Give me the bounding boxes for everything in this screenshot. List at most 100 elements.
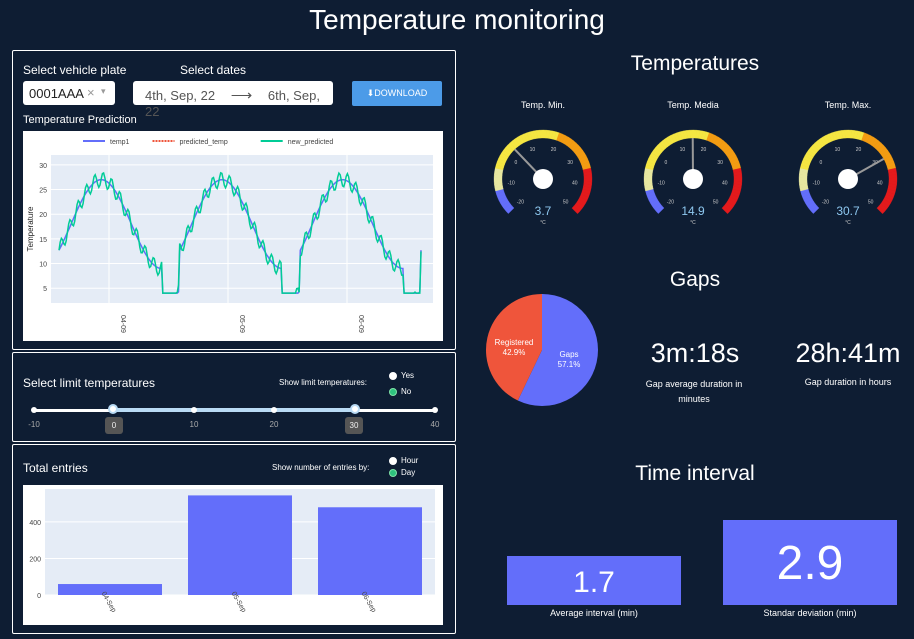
bar — [318, 507, 422, 595]
gauge-arc — [798, 177, 808, 182]
prediction-chart[interactable]: temp1 predicted_temp new_predicted 30 25 20 15… — [23, 131, 443, 341]
gauge-label: Temp. Media — [667, 100, 719, 110]
slider-mark — [432, 407, 438, 413]
vehicle-select[interactable]: 0001AAA × ▾ — [23, 81, 115, 105]
clear-icon[interactable]: × — [87, 85, 95, 100]
gauge-tick-label: 50 — [868, 200, 874, 206]
prediction-plot[interactable]: temp1 predicted_temp new_predicted 30 25 20 15… — [23, 131, 443, 341]
gauge-unit: °C — [690, 220, 696, 226]
gauge-unit: °C — [540, 220, 546, 226]
slider-handle-low[interactable] — [108, 404, 118, 414]
gauge-tick-label: 30 — [567, 160, 573, 166]
radio-hour-icon[interactable] — [389, 456, 397, 465]
start-date-input[interactable]: 4th, Sep, 22 — [145, 88, 216, 103]
y-axis-label: Temperature — [26, 206, 35, 251]
temperatures-title: Temperatures — [630, 52, 760, 75]
gauge-label: Temp. Min. — [521, 100, 565, 110]
gauge-value: 3.7 — [535, 204, 552, 218]
y-tick-label: 0 — [37, 593, 41, 600]
show-entries-label: Show number of entries by: — [272, 463, 370, 472]
arrow-right-icon: ⟶ — [230, 87, 253, 104]
limits-radio-no[interactable]: No — [389, 386, 411, 396]
legend-item: predicted_temp — [180, 139, 228, 146]
entries-chart[interactable]: 400 200 0 04-Sep 05-Sep 06-Sep — [23, 485, 443, 625]
bar — [58, 584, 162, 595]
gaps-title: Gaps — [669, 268, 721, 291]
limits-card: Select limit temperatures Show limit tem… — [12, 352, 456, 442]
gauge-arc — [643, 177, 653, 182]
gauge-arc — [539, 129, 544, 139]
gauge-tick-label: 20 — [701, 147, 707, 153]
interval-title: Time interval — [635, 462, 755, 485]
entries-radio-hour[interactable]: Hour — [389, 455, 418, 465]
gauge-arc — [583, 174, 593, 179]
gauge-tick-label: 10 — [530, 147, 536, 153]
y-tick-label: 25 — [39, 188, 47, 195]
gap-total-value: 28h:41m — [795, 338, 901, 368]
gauge-tick-label: 50 — [713, 200, 719, 206]
radio-day-label: Day — [401, 468, 416, 477]
pie-label-registered: Registered — [495, 338, 534, 347]
gauge-tick-label: -20 — [517, 200, 524, 206]
slider-mark — [191, 407, 197, 413]
slider-handle-high[interactable] — [350, 404, 360, 414]
gauge-tick-label: 10 — [680, 147, 686, 153]
std-deviation-box: 2.9 — [723, 520, 897, 605]
gap-total-caption: Gap duration in hours — [804, 377, 892, 387]
limits-radio-yes[interactable]: Yes — [389, 370, 414, 380]
gap-average-value: 3m:18s — [650, 338, 740, 368]
y-tick-label: 15 — [39, 237, 47, 244]
gauge-hub — [683, 169, 703, 189]
download-button[interactable]: ⬇DOWNLOAD — [352, 81, 442, 106]
x-tick-label: 04-09 — [119, 315, 126, 333]
new-predicted-series — [58, 171, 422, 294]
gauge-tick-label: -10 — [813, 181, 820, 187]
vehicle-label: Select vehicle plate — [23, 63, 127, 77]
gauge-tick-label: 20 — [551, 147, 557, 153]
slider-range — [113, 408, 355, 412]
gauge-value: 14.9 — [681, 204, 705, 218]
gauge-tick-label: 50 — [563, 200, 569, 206]
bar — [188, 495, 292, 595]
slider-tick: 40 — [430, 420, 440, 429]
gauge-arc — [721, 205, 731, 214]
radio-day-icon[interactable] — [389, 468, 397, 477]
pie-value-gaps: 57.1% — [558, 360, 581, 369]
chevron-down-icon[interactable]: ▾ — [101, 86, 106, 96]
gauge-arc — [876, 205, 886, 214]
gauge-arc — [571, 205, 581, 214]
gauge-hub — [838, 169, 858, 189]
slider-tick: 10 — [189, 420, 199, 429]
gauge-tick-label: -10 — [508, 181, 515, 187]
date-range-picker[interactable]: 4th, Sep, 22 ⟶ 6th, Sep, 22 — [133, 81, 333, 119]
y-tick-label: 5 — [43, 286, 47, 293]
x-tick-label: 06-09 — [357, 315, 364, 333]
temperature-gauges: Temp. Min. -20 -10 0 10 20 30 40 50 3.7 °C Temp. Me… — [493, 100, 898, 226]
x-tick-label: 05-09 — [238, 315, 245, 333]
gauge-arc — [689, 129, 694, 139]
y-tick-label: 10 — [39, 262, 47, 269]
average-interval-caption: Average interval (min) — [550, 608, 638, 618]
gauge-value: 30.7 — [836, 204, 860, 218]
slider-tick: 20 — [269, 420, 279, 429]
entries-title: Total entries — [23, 461, 88, 475]
legend-item: temp1 — [110, 139, 130, 146]
end-date-input[interactable]: 6th, Sep, 22 — [145, 88, 320, 119]
entries-radio-day[interactable]: Day — [389, 467, 415, 477]
pie-slice-registered — [485, 294, 542, 401]
gauge-label: Temp. Max. — [825, 100, 872, 110]
radio-yes-icon[interactable] — [389, 371, 397, 380]
radio-no-icon[interactable] — [389, 387, 397, 396]
vehicle-value: 0001AAA — [29, 86, 84, 101]
show-limits-label: Show limit temperatures: — [279, 378, 368, 387]
gauge-arc — [733, 174, 743, 179]
std-deviation-caption: Standar deviation (min) — [763, 608, 857, 618]
gauge-tick-label: 0 — [515, 160, 518, 166]
prediction-title: Temperature Prediction — [23, 114, 137, 126]
pie-slice-gaps — [517, 294, 598, 406]
pie-label-gaps: Gaps — [559, 350, 578, 359]
gauge-tick-label: -10 — [658, 181, 665, 187]
gauge-tick-label: -20 — [667, 200, 674, 206]
